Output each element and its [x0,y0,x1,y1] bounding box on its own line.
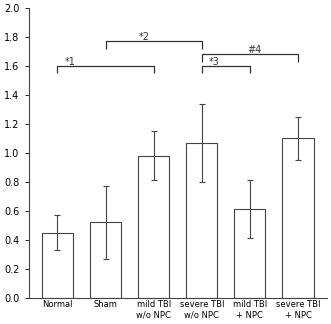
Bar [90,222,121,298]
Bar [282,138,313,298]
Bar [234,209,265,298]
Bar [138,156,169,298]
Text: #4: #4 [248,45,262,55]
Text: *3: *3 [209,57,220,67]
Text: *2: *2 [139,32,150,42]
Text: *1: *1 [65,57,75,67]
Bar [42,233,73,298]
Bar [186,143,217,298]
